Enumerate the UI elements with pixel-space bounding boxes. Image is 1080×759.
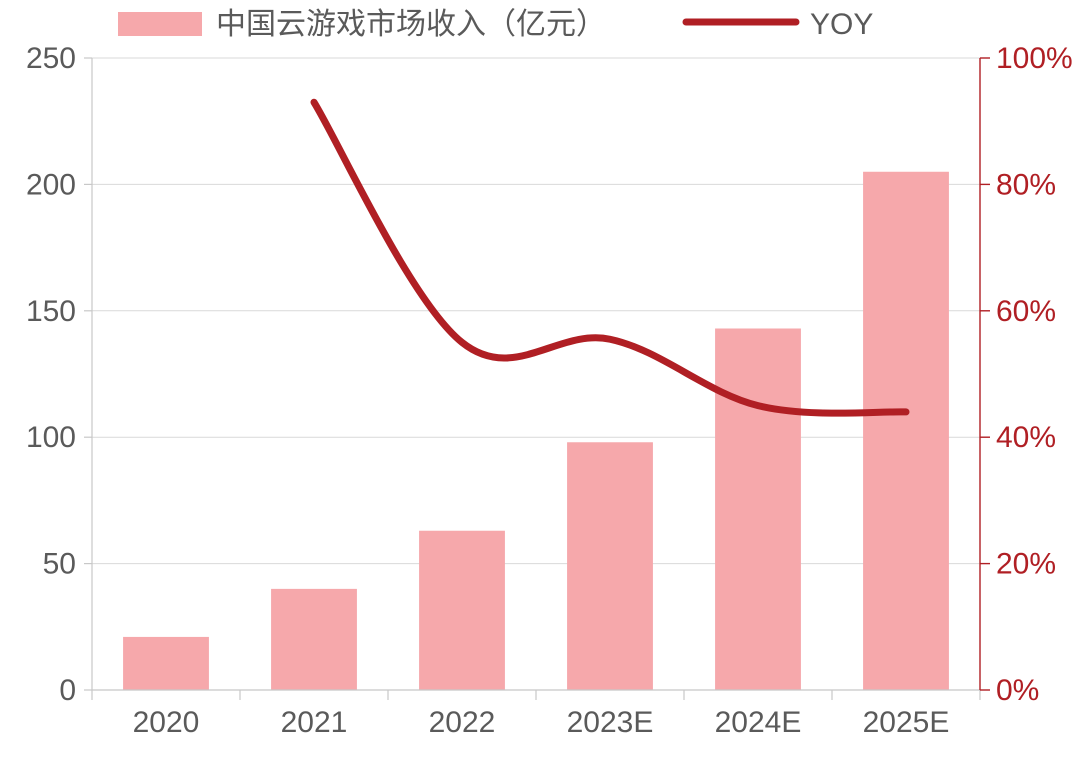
bar-2025E [863, 172, 949, 690]
y-left-label-200: 200 [26, 168, 76, 201]
x-label-2023E: 2023E [567, 706, 654, 739]
bar-2023E [567, 442, 653, 690]
y-left-label-50: 50 [43, 548, 76, 581]
bar-2024E [715, 328, 801, 690]
y-left-label-100: 100 [26, 421, 76, 454]
x-label-2022: 2022 [429, 706, 496, 739]
y-right-label-80: 80% [996, 168, 1056, 201]
bar-2020 [123, 637, 209, 690]
y-right-label-0: 0% [996, 674, 1039, 707]
legend-label-line: YOY [810, 8, 873, 41]
x-label-2024E: 2024E [715, 706, 802, 739]
y-left-label-150: 150 [26, 295, 76, 328]
cloud-gaming-revenue-chart: 2020 2021 2022 2023E 2024E 2025E 0 50 100 150 200 2… [0, 0, 1080, 759]
y-left-label-0: 0 [59, 674, 76, 707]
legend-swatch-bars [118, 12, 202, 36]
bar-2022 [419, 531, 505, 690]
x-label-2021: 2021 [281, 706, 348, 739]
bar-2021 [271, 589, 357, 690]
legend-label-bars: 中国云游戏市场收入（亿元） [216, 8, 606, 41]
y-right-label-60: 60% [996, 295, 1056, 328]
y-right-label-40: 40% [996, 421, 1056, 454]
y-left-label-250: 250 [26, 42, 76, 75]
y-right-label-100: 100% [996, 42, 1073, 75]
x-label-2025E: 2025E [863, 706, 950, 739]
chart-svg: 2020 2021 2022 2023E 2024E 2025E 0 50 100 150 200 2… [0, 0, 1080, 759]
y-right-label-20: 20% [996, 548, 1056, 581]
x-label-2020: 2020 [133, 706, 200, 739]
